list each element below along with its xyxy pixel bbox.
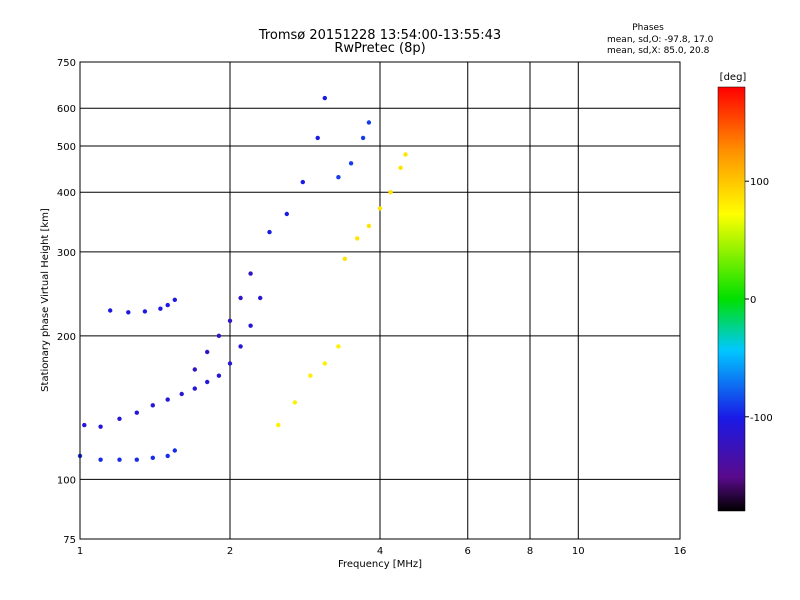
data-point <box>134 410 139 415</box>
data-point <box>192 386 197 391</box>
y-axis-label: Stationary phase Virtual Height [km] <box>40 208 51 392</box>
data-point <box>227 361 233 366</box>
plot-frame <box>79 61 681 540</box>
data-point <box>205 379 210 385</box>
y-tick-label: 400 <box>57 188 76 199</box>
data-point <box>388 190 393 195</box>
data-points <box>77 95 408 462</box>
x-tick-label: 2 <box>227 546 233 557</box>
x-tick-label: 4 <box>377 546 383 557</box>
y-tick-label: 300 <box>57 248 76 259</box>
data-point <box>216 373 222 378</box>
y-tick-label: 500 <box>57 142 76 153</box>
data-point <box>205 349 210 355</box>
data-point <box>403 152 408 157</box>
x-tick-label: 6 <box>465 546 471 557</box>
data-point <box>308 373 313 378</box>
x-axis-ticks: 1 2 4 6 8 10 16 <box>77 546 687 557</box>
data-point <box>117 457 122 462</box>
data-point <box>142 309 148 314</box>
y-tick-label: 100 <box>57 475 76 486</box>
y-tick-label: 75 <box>63 535 76 546</box>
data-point <box>179 391 184 397</box>
data-point <box>150 403 155 408</box>
colorbar-tick-label: 0 <box>750 295 756 306</box>
colorbar-label: [deg] <box>720 72 747 83</box>
data-point <box>322 95 327 101</box>
data-point <box>322 361 327 366</box>
x-tick-label: 16 <box>674 546 687 557</box>
data-point <box>366 223 372 229</box>
data-point <box>248 323 253 328</box>
data-point <box>336 175 341 180</box>
data-point <box>267 229 272 235</box>
data-point <box>227 318 233 323</box>
data-point <box>172 297 177 302</box>
y-tick-label: 750 <box>57 58 76 69</box>
colorbar-tick-label: -100 <box>750 413 773 424</box>
data-point <box>348 161 354 166</box>
data-point <box>342 256 347 261</box>
data-point <box>98 457 103 462</box>
x-tick-label: 10 <box>572 546 585 557</box>
data-point <box>355 236 360 241</box>
data-point <box>300 179 305 185</box>
data-point <box>377 206 383 211</box>
data-point <box>216 333 222 338</box>
data-point <box>238 295 243 301</box>
data-point <box>315 135 320 141</box>
data-point <box>258 295 263 301</box>
data-point <box>284 211 289 217</box>
chart-title: Tromsø 20151228 13:54:00-13:55:43 <box>258 28 501 43</box>
x-axis-label: Frequency [MHz] <box>338 559 422 570</box>
data-point <box>126 310 131 315</box>
data-point <box>360 135 366 141</box>
data-point <box>276 422 281 428</box>
grid-lines <box>80 62 680 539</box>
data-point <box>165 397 170 402</box>
data-point <box>192 367 197 372</box>
data-point <box>98 424 103 429</box>
x-tick-label: 8 <box>527 546 533 557</box>
data-point <box>134 457 139 462</box>
colorbar <box>717 86 746 512</box>
data-point <box>108 308 113 313</box>
colorbar-tick-label: 100 <box>750 177 769 188</box>
x-tick-label: 1 <box>77 546 83 557</box>
data-point <box>292 400 298 405</box>
stats-line-x: mean, sd,X: 85.0, 20.8 <box>607 46 710 56</box>
data-point <box>165 453 170 459</box>
data-point <box>150 455 155 460</box>
data-point <box>158 306 163 311</box>
colorbar-ticks: 100 0 -100 <box>745 177 773 424</box>
y-tick-label: 600 <box>57 104 76 115</box>
chart-subtitle: RwPretec (8p) <box>334 41 425 56</box>
data-point <box>336 344 341 349</box>
data-point <box>165 302 170 308</box>
y-tick-label: 200 <box>57 332 76 343</box>
y-axis-ticks: 75 100 200 300 400 500 600 750 <box>57 58 76 546</box>
data-point <box>248 271 253 276</box>
data-point <box>172 448 177 453</box>
data-point <box>117 416 122 421</box>
data-point <box>82 422 87 428</box>
data-point <box>398 165 403 170</box>
stats-heading: Phases <box>632 23 664 33</box>
stats-line-o: mean, sd,O: -97.8, 17.0 <box>607 35 714 45</box>
data-point <box>366 120 372 125</box>
data-point <box>238 344 243 349</box>
